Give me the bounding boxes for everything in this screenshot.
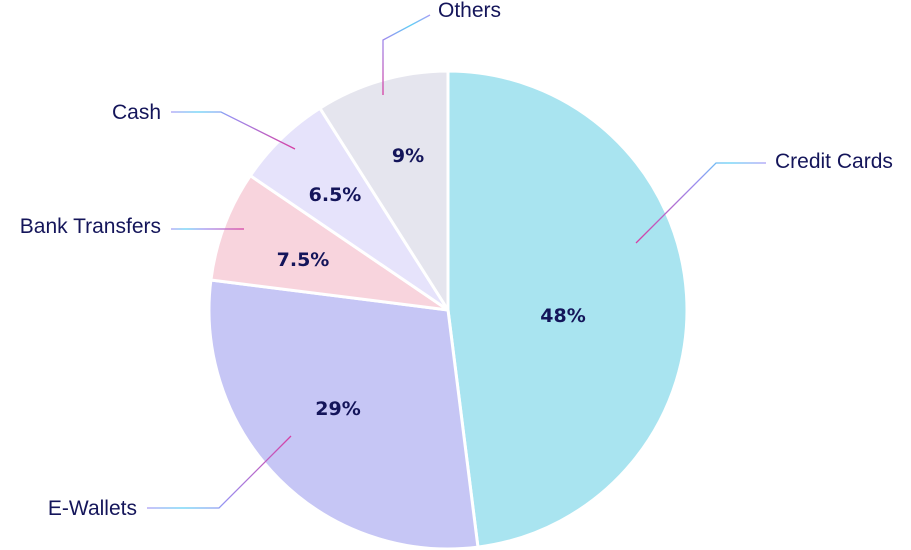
leader-line-cash bbox=[171, 111, 296, 150]
percent-bank-transfers: 7.5% bbox=[277, 249, 330, 271]
label-credit-cards: Credit Cards bbox=[775, 150, 893, 173]
slice-percentages: 48% 29% 7.5% 6.5% 9% bbox=[277, 145, 586, 420]
percent-cash: 6.5% bbox=[309, 184, 362, 206]
percent-credit-cards: 48% bbox=[540, 305, 585, 327]
label-others: Others bbox=[438, 0, 501, 22]
pie-slices bbox=[207, 69, 689, 550]
leader-line-others bbox=[382, 14, 431, 95]
slice-bank-transfers[interactable] bbox=[209, 174, 450, 312]
label-bank-transfers: Bank Transfers bbox=[20, 215, 161, 238]
slice-e-wallets[interactable] bbox=[207, 278, 480, 550]
slice-labels: Credit Cards E-Wallets Bank Transfers Cash O… bbox=[20, 0, 893, 520]
label-e-wallets: E-Wallets bbox=[48, 497, 137, 520]
percent-e-wallets: 29% bbox=[315, 398, 360, 420]
leader-lines bbox=[147, 14, 766, 509]
leader-line-credit-cards bbox=[635, 162, 766, 244]
slice-others[interactable] bbox=[318, 69, 450, 312]
slice-credit-cards[interactable] bbox=[446, 69, 689, 549]
label-cash: Cash bbox=[112, 101, 161, 124]
percent-others: 9% bbox=[392, 145, 424, 167]
leader-line-e-wallets bbox=[147, 435, 292, 509]
